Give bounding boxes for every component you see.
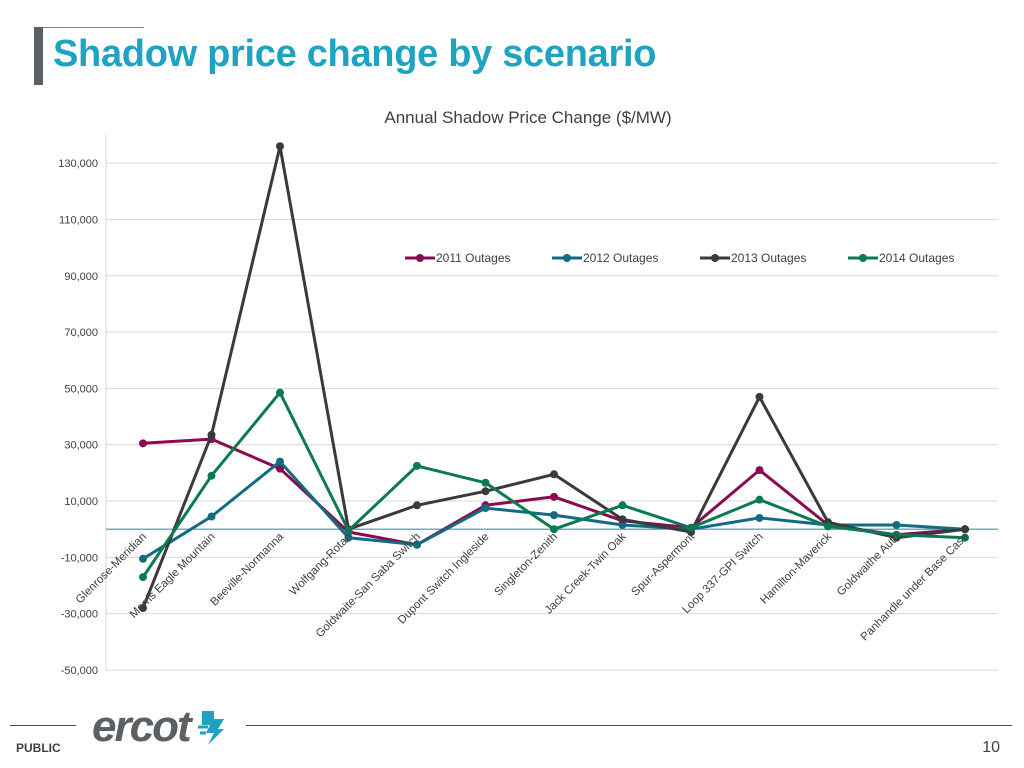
data-point xyxy=(276,457,284,466)
legend-item: 2013 Outages xyxy=(700,251,806,265)
data-point xyxy=(276,388,284,397)
data-point xyxy=(276,142,284,151)
series-layer xyxy=(139,142,969,613)
y-tick-label: 10,000 xyxy=(64,496,98,508)
data-point xyxy=(139,604,147,613)
data-point xyxy=(413,461,421,470)
data-point xyxy=(618,515,627,524)
data-point xyxy=(550,511,558,520)
data-point xyxy=(687,523,695,532)
y-tick-label: 70,000 xyxy=(64,327,98,339)
y-tick-label: 90,000 xyxy=(64,271,98,283)
data-point xyxy=(755,513,764,522)
footer-divider-right xyxy=(246,725,1012,726)
title-rule xyxy=(34,27,144,28)
y-tick-label: 110,000 xyxy=(59,214,98,226)
footer-classification: PUBLIC xyxy=(16,741,61,755)
y-tick-label: -30,000 xyxy=(61,609,98,621)
data-point xyxy=(550,525,558,534)
legend-marker xyxy=(859,254,867,262)
y-tick-label: -10,000 xyxy=(61,552,98,564)
legend-marker xyxy=(416,254,424,262)
legend: 2011 Outages 2012 Outages 2013 Outages 2014… xyxy=(405,251,954,265)
legend-marker xyxy=(711,254,719,262)
data-point xyxy=(755,495,764,504)
y-tick-label: 130,000 xyxy=(58,158,98,170)
footer-divider-left xyxy=(10,725,76,726)
data-point xyxy=(481,504,490,513)
data-point xyxy=(481,487,490,496)
data-point xyxy=(550,492,558,501)
title-accent-bar xyxy=(34,27,43,85)
ercot-texas-icon xyxy=(197,711,224,745)
legend-label: 2014 Outages xyxy=(879,251,954,265)
data-point xyxy=(892,530,901,539)
data-point xyxy=(961,533,969,542)
legend-label: 2013 Outages xyxy=(731,251,806,265)
x-category-label: Panhandle under Base Case xyxy=(859,531,971,643)
data-point xyxy=(618,501,627,510)
data-point xyxy=(824,522,832,531)
data-point xyxy=(481,478,490,487)
x-category-label: Beeville-Normanna xyxy=(208,530,286,608)
x-category-label: Loop 337-GPI Switch xyxy=(680,531,765,616)
y-tick-label: 50,000 xyxy=(64,383,98,395)
data-point xyxy=(550,470,558,479)
legend-label: 2012 Outages xyxy=(583,251,658,265)
x-category-label: Singleton-Zenith xyxy=(492,531,560,599)
series-2014-outages xyxy=(139,388,969,582)
data-point xyxy=(207,471,216,480)
data-point xyxy=(413,540,421,549)
data-point xyxy=(892,520,901,529)
legend-item: 2014 Outages xyxy=(848,251,954,265)
y-tick-label: -50,000 xyxy=(61,665,98,677)
chart-title: Annual Shadow Price Change ($/MW) xyxy=(384,108,671,127)
x-category-label: Hamilton-Maverick xyxy=(758,531,834,607)
ercot-logo: ercot xyxy=(92,702,230,752)
data-point xyxy=(755,392,764,401)
grid-layer xyxy=(105,135,998,671)
page-number: 10 xyxy=(982,739,1000,756)
logo-wordmark: ercot xyxy=(92,702,192,751)
data-point xyxy=(344,526,353,535)
data-point xyxy=(207,512,216,521)
data-point xyxy=(276,464,284,473)
data-point xyxy=(618,520,627,529)
data-point xyxy=(139,573,147,582)
x-category-label: Glenrose-Meridian xyxy=(74,531,149,606)
legend-item: 2012 Outages xyxy=(552,251,658,265)
data-point xyxy=(139,554,147,563)
legend-marker xyxy=(563,254,571,262)
data-point xyxy=(961,525,969,534)
x-category-label: Spur-Aspermont xyxy=(629,530,697,598)
data-point xyxy=(139,439,147,448)
legend-label: 2011 Outages xyxy=(436,251,511,265)
y-axis: -50,000 -30,000 -10,000 10,000 30,000 50,000 7… xyxy=(58,158,98,677)
x-category-label: Wolfgang-Rotan xyxy=(288,531,355,598)
legend-item: 2011 Outages xyxy=(405,251,511,265)
slide-title: Shadow price change by scenario xyxy=(53,33,657,75)
x-category-label: Goldwaithe Auto xyxy=(835,531,903,599)
y-tick-label: 30,000 xyxy=(64,440,98,452)
data-point xyxy=(413,501,421,510)
data-point xyxy=(755,466,764,475)
data-point xyxy=(207,430,216,439)
data-point xyxy=(344,533,353,542)
